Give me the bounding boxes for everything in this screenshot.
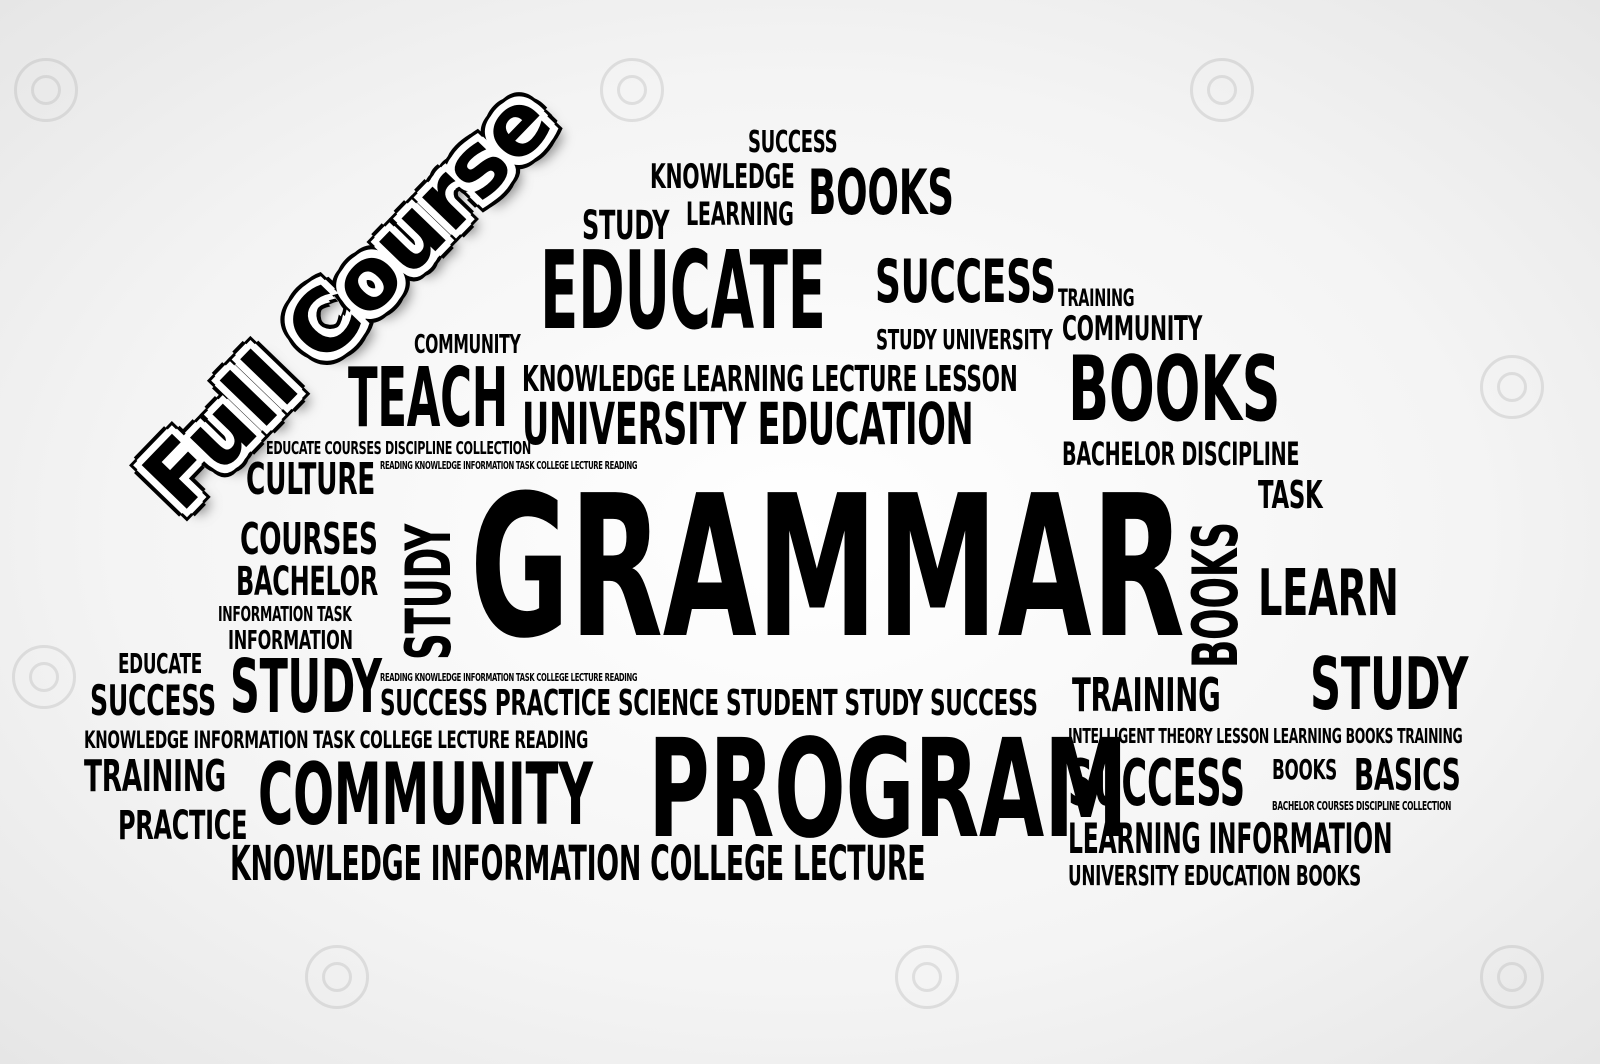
word-study: STUDY: [1310, 642, 1469, 726]
word-learning-information: LEARNING INFORMATION: [1068, 814, 1393, 863]
word-program: PROGRAM: [648, 711, 1128, 869]
word-success: SUCCESS: [875, 247, 1056, 317]
word-books: BOOKS: [808, 156, 954, 229]
word-task: TASK: [1258, 473, 1323, 517]
word-educate: EDUCATE: [118, 647, 202, 680]
word-knowledge: KNOWLEDGE: [650, 157, 795, 197]
word-grammar: GRAMMAR: [470, 454, 1185, 682]
word-information: INFORMATION: [228, 626, 353, 656]
word-books: BOOKS: [1179, 522, 1252, 668]
word-books: BOOKS: [1068, 337, 1281, 442]
word-community: COMMUNITY: [1062, 309, 1203, 349]
watermark-icon: [1190, 58, 1254, 122]
word-university-education: UNIVERSITY EDUCATION: [522, 390, 974, 458]
watermark-icon: [14, 58, 78, 122]
word-reading-line: READING KNOWLEDGE INFORMATION TASK COLLE…: [380, 671, 638, 684]
word-information-task: INFORMATION TASK: [218, 602, 352, 626]
word-intelligent-theory-line: INTELLIGENT THEORY LESSON LEARNING BOOKS…: [1068, 724, 1463, 748]
word-learning: LEARNING: [686, 195, 794, 233]
word-success: SUCCESS: [90, 676, 216, 725]
watermark-icon: [895, 945, 959, 1009]
word-educate-courses-line: EDUCATE COURSES DISCIPLINE COLLECTION: [266, 438, 531, 459]
word-bachelor-courses-line: BACHELOR COURSES DISCIPLINE COLLECTION: [1272, 799, 1452, 813]
word-educate: EDUCATE: [540, 229, 826, 354]
word-training: TRAINING: [84, 751, 226, 802]
watermark-icon: [305, 945, 369, 1009]
word-study: STUDY: [392, 524, 465, 660]
word-community: COMMUNITY: [258, 745, 593, 845]
watermark-icon: [1480, 945, 1544, 1009]
word-learn: LEARN: [1258, 557, 1399, 631]
watermark-icon: [12, 645, 76, 709]
watermark-icon: [1480, 355, 1544, 419]
word-culture: CULTURE: [246, 454, 375, 505]
word-study: STUDY: [582, 203, 670, 249]
word-study-university: STUDY UNIVERSITY: [876, 323, 1053, 356]
word-teach: TEACH: [348, 351, 508, 446]
word-knowledge-learning-lecture-lesson: KNOWLEDGE LEARNING LECTURE LESSON: [522, 359, 1018, 400]
word-knowledge-information-college-lecture: KNOWLEDGE INFORMATION COLLEGE LECTURE: [230, 836, 926, 892]
word-study: STUDY: [230, 644, 382, 730]
word-community: COMMUNITY: [414, 330, 521, 360]
word-training: TRAINING: [1058, 284, 1135, 312]
word-basics: BASICS: [1354, 750, 1461, 801]
word-reading-line: READING KNOWLEDGE INFORMATION TASK COLLE…: [380, 459, 638, 472]
watermark-icon: [600, 58, 664, 122]
word-knowledge-information-task-line: KNOWLEDGE INFORMATION TASK COLLEGE LECTU…: [84, 726, 588, 754]
word-courses: COURSES: [240, 514, 378, 565]
word-university-education-books: UNIVERSITY EDUCATION BOOKS: [1068, 859, 1361, 892]
word-bachelor: BACHELOR: [236, 559, 378, 605]
word-success: SUCCESS: [1068, 747, 1245, 821]
word-training: TRAINING: [1072, 668, 1221, 722]
word-bachelor-discipline: BACHELOR DISCIPLINE: [1062, 435, 1300, 473]
word-practice: PRACTICE: [118, 803, 248, 849]
word-success: SUCCESS: [748, 125, 838, 160]
word-success-practice-science-line: SUCCESS PRACTICE SCIENCE STUDENT STUDY S…: [380, 683, 1038, 724]
word-books: BOOKS: [1272, 753, 1337, 786]
